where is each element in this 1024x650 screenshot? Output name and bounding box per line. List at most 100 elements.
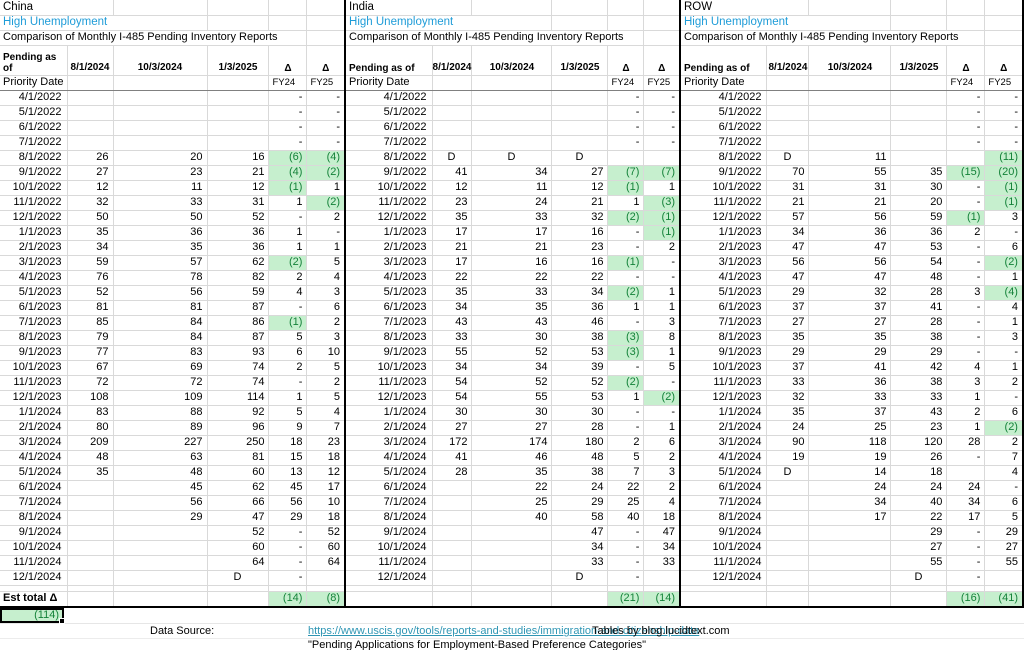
cell-pending-count[interactable]: 17 [471,225,553,241]
cell-pending-count[interactable] [113,555,208,571]
cell-pending-count[interactable]: 29 [808,345,892,361]
cell-delta[interactable]: - [306,225,346,241]
cell-priority-date[interactable]: 2/1/2024 [346,420,433,436]
cell-delta[interactable]: 34 [643,540,681,556]
cell-pending-count[interactable]: 34 [551,540,609,556]
cell-priority-date[interactable]: 4/1/2023 [346,270,433,286]
cell-pending-count[interactable]: 50 [67,210,114,226]
cell-pending-count[interactable] [207,135,270,151]
cell-pending-count[interactable]: 59 [207,285,270,301]
cell-pending-count[interactable] [471,555,553,571]
cell-delta[interactable]: - [984,105,1024,121]
cell-delta[interactable]: - [607,540,645,556]
cell-priority-date[interactable]: 10/1/2022 [346,180,433,196]
cell-pending-count[interactable]: 46 [471,450,553,466]
empty-cell[interactable] [984,0,1024,16]
cell-delta[interactable]: 3 [643,465,681,481]
cell-pending-count[interactable]: 56 [808,210,892,226]
cell-pending-count[interactable]: 74 [207,360,270,376]
cell-pending-count[interactable]: 33 [551,555,609,571]
cell-pending-count[interactable]: 80 [67,420,114,436]
cell-delta[interactable]: - [946,525,986,541]
cell-delta[interactable]: 18 [306,450,346,466]
cell-delta[interactable]: - [946,540,986,556]
cell-delta[interactable]: 4 [984,465,1024,481]
cell-pending-count[interactable] [207,90,270,106]
cell-delta[interactable]: 1 [643,345,681,361]
cell-pending-count[interactable] [113,525,208,541]
cell-priority-date[interactable]: 6/1/2023 [0,300,68,316]
grand-total-cell[interactable]: (114) [0,608,65,624]
cell-pending-count[interactable]: 21 [432,240,473,256]
cell-priority-date[interactable]: 10/1/2022 [681,180,768,196]
cell-priority-date[interactable]: 7/1/2022 [0,135,68,151]
cell-priority-date[interactable]: 6/1/2022 [0,120,68,136]
empty-cell[interactable] [306,15,346,31]
cell-pending-count[interactable] [113,570,208,586]
cell-delta[interactable]: 5 [268,330,308,346]
cell-delta[interactable]: (2) [607,285,645,301]
cell-priority-date[interactable]: 9/1/2022 [346,165,433,181]
cell-pending-count[interactable]: 30 [471,330,553,346]
cell-priority-date[interactable]: 1/1/2023 [0,225,68,241]
cell-priority-date[interactable]: 9/1/2024 [681,525,768,541]
cell-pending-count[interactable]: 23 [890,420,948,436]
data-source-link[interactable]: https://www.uscis.gov/tools/reports-and-… [308,625,700,637]
cell-delta[interactable]: 1 [607,195,645,211]
cell-pending-count[interactable]: 38 [890,375,948,391]
cell-delta[interactable]: - [946,240,986,256]
empty-cell[interactable] [551,15,609,31]
cell-delta[interactable]: - [946,570,986,586]
cell-pending-count[interactable]: 31 [808,180,892,196]
cell-priority-date[interactable]: 12/1/2022 [681,210,768,226]
cell-priority-date[interactable]: 9/1/2024 [0,525,68,541]
cell-priority-date[interactable]: 5/1/2024 [346,465,433,481]
cell-pending-count[interactable] [766,90,810,106]
cell-priority-date[interactable]: 12/1/2024 [681,570,768,586]
cell-pending-count[interactable]: 92 [207,405,270,421]
cell-delta[interactable]: 1 [268,390,308,406]
cell-pending-count[interactable]: 16 [207,150,270,166]
cell-pending-count[interactable]: 40 [890,495,948,511]
cell-pending-count[interactable] [766,120,810,136]
cell-priority-date[interactable]: 11/1/2022 [346,195,433,211]
cell-pending-count[interactable]: 32 [67,195,114,211]
cell-pending-count[interactable]: 72 [113,375,208,391]
cell-delta[interactable]: 1 [946,420,986,436]
cell-delta[interactable]: 6 [643,435,681,451]
cell-pending-count[interactable]: 37 [766,300,810,316]
cell-pending-count[interactable]: 52 [207,210,270,226]
cell-delta[interactable]: - [607,420,645,436]
cell-pending-count[interactable] [808,90,892,106]
cell-delta[interactable]: - [268,90,308,106]
empty-cell[interactable] [643,30,681,46]
cell-pending-count[interactable]: 52 [67,285,114,301]
cell-pending-count[interactable]: 33 [890,390,948,406]
cell-pending-count[interactable]: 24 [890,480,948,496]
cell-pending-count[interactable]: 29 [766,345,810,361]
cell-priority-date[interactable]: 4/1/2023 [681,270,768,286]
cell-delta[interactable]: 64 [306,555,346,571]
cell-delta[interactable]: 13 [268,465,308,481]
cell-delta[interactable]: 6 [984,240,1024,256]
cell-delta[interactable]: (1) [607,180,645,196]
cell-delta[interactable]: - [643,135,681,151]
cell-pending-count[interactable]: 18 [890,465,948,481]
cell-pending-count[interactable] [766,105,810,121]
cell-delta[interactable]: - [984,390,1024,406]
cell-pending-count[interactable]: 120 [890,435,948,451]
cell-pending-count[interactable]: 27 [766,315,810,331]
cell-delta[interactable]: 40 [607,510,645,526]
cell-delta[interactable]: 18 [268,435,308,451]
cell-pending-count[interactable]: 37 [766,360,810,376]
cell-delta[interactable]: 7 [607,465,645,481]
empty-cell[interactable] [607,15,645,31]
cell-priority-date[interactable]: 4/1/2022 [0,90,68,106]
cell-priority-date[interactable]: 8/1/2023 [681,330,768,346]
cell-priority-date[interactable]: 6/1/2023 [346,300,433,316]
cell-priority-date[interactable]: 5/1/2023 [0,285,68,301]
cell-delta[interactable]: 1 [984,270,1024,286]
cell-delta[interactable]: - [607,570,645,586]
cell-pending-count[interactable]: 22 [890,510,948,526]
cell-pending-count[interactable]: 27 [808,315,892,331]
